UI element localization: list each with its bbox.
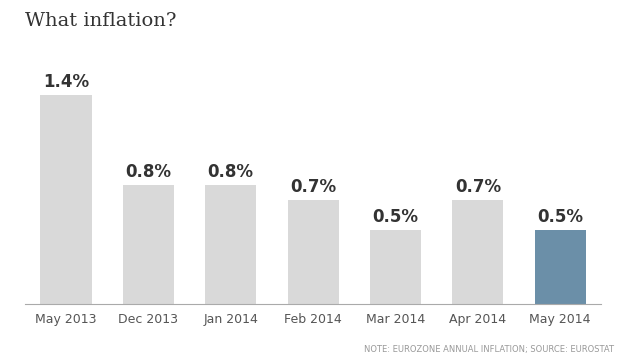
Bar — [205, 185, 256, 304]
Text: 0.8%: 0.8% — [208, 163, 254, 181]
Bar — [40, 95, 92, 304]
Text: NOTE: EUROZONE ANNUAL INFLATION; SOURCE: EUROSTAT: NOTE: EUROZONE ANNUAL INFLATION; SOURCE:… — [364, 345, 614, 354]
Text: 0.8%: 0.8% — [125, 163, 171, 181]
Text: 0.7%: 0.7% — [290, 178, 336, 196]
Text: 1.4%: 1.4% — [43, 73, 89, 92]
Bar — [534, 229, 586, 304]
Text: 0.5%: 0.5% — [537, 208, 583, 226]
Bar — [123, 185, 174, 304]
Text: 0.5%: 0.5% — [373, 208, 419, 226]
Bar — [370, 229, 421, 304]
Text: 0.7%: 0.7% — [455, 178, 501, 196]
Text: What inflation?: What inflation? — [25, 12, 176, 30]
Bar — [288, 200, 339, 304]
Bar — [453, 200, 503, 304]
